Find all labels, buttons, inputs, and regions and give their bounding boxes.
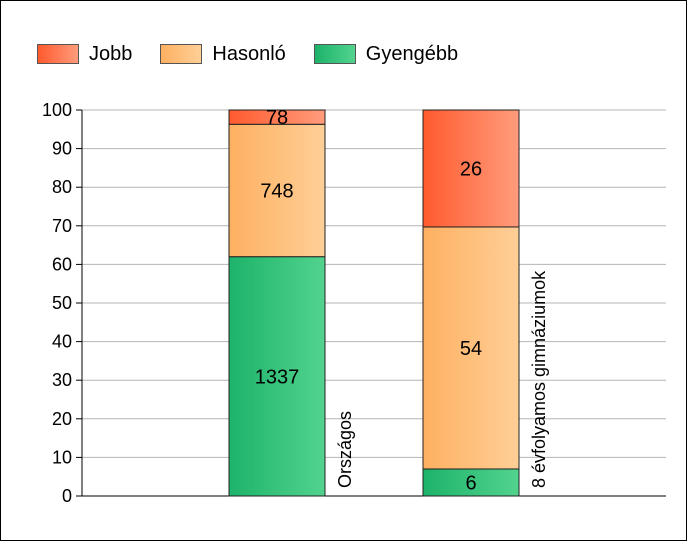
bar-value-label: 748 <box>260 180 293 202</box>
bar-value-label: 26 <box>460 158 482 180</box>
y-tick-label: 90 <box>52 139 72 159</box>
category-label: Országos <box>335 411 355 488</box>
bar-value-label: 54 <box>460 338 482 360</box>
legend-swatch-hasonlo <box>160 44 203 64</box>
bar-segment-gyengébb <box>422 468 520 497</box>
bar-value-label: 78 <box>266 107 288 129</box>
legend-swatch-jobb <box>37 44 79 64</box>
y-tick-label: 0 <box>62 486 72 506</box>
legend-swatch-gyengebb <box>313 44 356 64</box>
bar-segment-jobb <box>422 109 520 228</box>
legend-item-jobb: Jobb <box>37 43 132 66</box>
bar-segment-gyengébb <box>228 256 326 497</box>
bar-segment-jobb <box>228 109 326 125</box>
y-tick-label: 20 <box>52 409 72 429</box>
y-tick-label: 30 <box>52 370 72 390</box>
legend-label-gyengebb: Gyengébb <box>365 42 459 65</box>
legend-label-hasonlo: Hasonló <box>212 42 286 65</box>
y-tick-label: 40 <box>52 332 72 352</box>
legend: Jobb Hasonló Gyengébb <box>37 42 486 66</box>
legend-item-hasonlo: Hasonló <box>160 42 286 66</box>
bar-value-label: 6 <box>465 472 476 494</box>
bar-value-label: 1337 <box>255 366 300 388</box>
y-tick-label: 80 <box>52 177 72 197</box>
y-tick-label: 10 <box>52 447 72 467</box>
legend-label-jobb: Jobb <box>89 42 133 65</box>
legend-item-gyengebb: Gyengébb <box>313 42 459 66</box>
y-tick-label: 50 <box>52 293 72 313</box>
y-tick-label: 70 <box>52 216 72 236</box>
bar-segment-hasonló <box>422 226 520 470</box>
y-tick-label: 100 <box>42 100 72 120</box>
y-tick-label: 60 <box>52 254 72 274</box>
bar-segment-hasonló <box>228 123 326 258</box>
category-label: 8 évfolyamos gimnáziumok <box>529 270 549 488</box>
